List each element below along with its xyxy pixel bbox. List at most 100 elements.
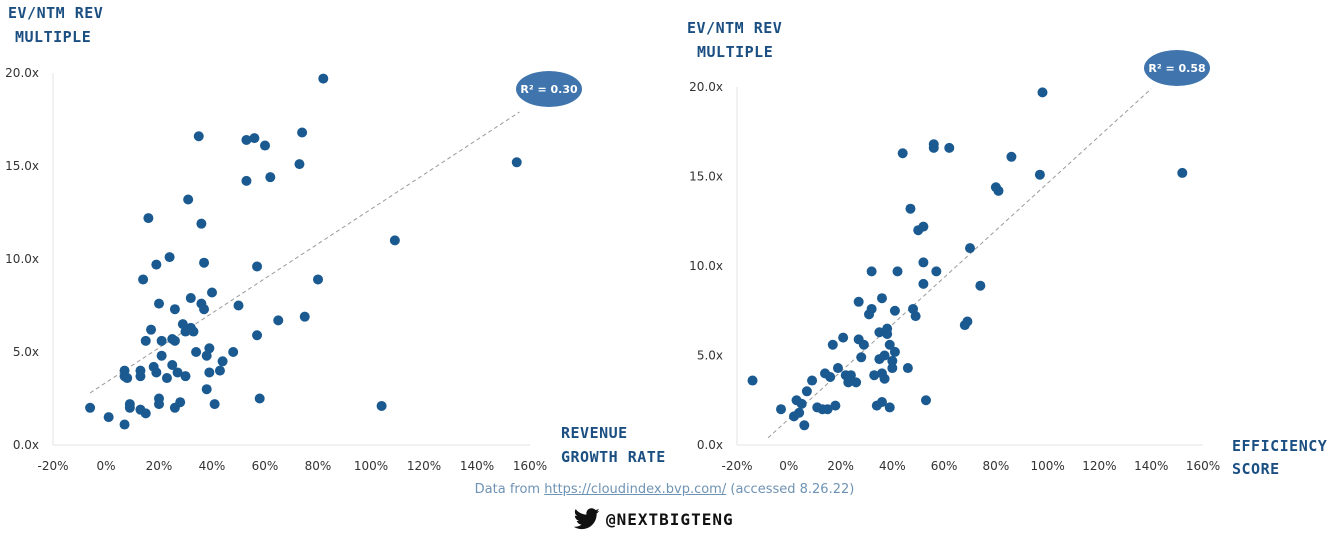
data-point	[965, 243, 975, 254]
data-point	[180, 371, 191, 382]
x-tick-label: 100%	[354, 459, 388, 473]
data-point	[204, 367, 215, 378]
data-point	[801, 386, 812, 397]
data-point	[799, 420, 810, 431]
data-point	[822, 404, 833, 415]
source-suffix: (accessed 8.26.22)	[730, 482, 855, 497]
data-point	[201, 384, 212, 395]
data-point	[146, 324, 157, 335]
data-point	[869, 370, 880, 381]
data-point	[889, 305, 900, 316]
growth-scatter-chart: EV/NTM REV MULTIPLE REVENUE GROWTH RATE …	[5, 4, 665, 473]
trendline	[767, 88, 1152, 439]
x-tick-label: -20%	[37, 459, 68, 473]
data-point	[299, 311, 310, 322]
data-point	[1006, 151, 1017, 162]
data-point	[918, 257, 929, 268]
source-note: Data from https://cloudindex.bvp.com/ (a…	[0, 482, 1329, 497]
r-squared-bubble	[1144, 50, 1210, 86]
data-point	[910, 311, 921, 322]
data-point	[830, 400, 841, 411]
data-point	[140, 335, 151, 346]
x-tick-label: 0%	[779, 459, 798, 473]
x-axis-title-line-2: SCORE	[1232, 460, 1280, 478]
data-point	[228, 347, 239, 357]
x-tick-label: 160%	[1186, 459, 1220, 473]
r-squared-bubble	[516, 71, 582, 107]
data-point	[794, 407, 805, 418]
data-point	[164, 252, 175, 263]
data-point	[119, 419, 130, 430]
data-point	[199, 304, 210, 315]
data-point	[233, 300, 244, 311]
data-point	[905, 203, 916, 214]
data-point	[853, 296, 864, 307]
data-point	[241, 134, 252, 145]
x-tick-label: 40%	[879, 459, 906, 473]
data-point	[151, 259, 162, 270]
data-point	[858, 339, 869, 350]
y-tick-label: 0.0x	[13, 438, 39, 452]
data-point	[838, 332, 849, 343]
y-tick-label: 5.0x	[13, 345, 39, 359]
data-point	[254, 393, 265, 404]
source-link[interactable]: https://cloudindex.bvp.com/	[544, 482, 727, 497]
trendline	[89, 111, 520, 394]
data-point	[856, 352, 867, 363]
handle-text: @NEXTBIGTENG	[606, 509, 734, 529]
data-point	[199, 257, 210, 268]
data-point	[866, 266, 877, 277]
x-tick-label: 80%	[983, 459, 1010, 473]
data-point	[143, 213, 154, 224]
data-point	[135, 371, 146, 382]
data-point	[175, 397, 186, 408]
data-point	[1177, 167, 1188, 178]
data-point	[796, 398, 807, 409]
x-tick-label: 20%	[146, 459, 173, 473]
data-point	[169, 304, 180, 315]
data-point	[207, 287, 217, 298]
data-point	[151, 367, 162, 378]
x-axis-title-line-1: REVENUE	[561, 424, 628, 442]
data-point	[879, 350, 890, 361]
data-point	[825, 371, 836, 382]
y-axis-title-line-2: MULTIPLE	[697, 43, 773, 61]
data-point	[876, 397, 887, 408]
data-point	[892, 266, 903, 277]
data-point	[124, 402, 135, 413]
data-point	[832, 363, 843, 374]
y-axis-title-line-1: EV/NTM REV	[8, 4, 103, 22]
data-point	[204, 343, 215, 354]
data-point	[887, 355, 898, 366]
data-point	[191, 347, 202, 357]
y-tick-label: 0.0x	[697, 438, 723, 452]
data-point	[807, 375, 818, 386]
y-tick-label: 5.0x	[697, 349, 723, 363]
twitter-handle[interactable]: @NEXTBIGTENG	[574, 506, 734, 532]
data-point	[185, 293, 196, 304]
y-axis-title-line-1: EV/NTM REV	[687, 19, 782, 37]
data-point	[975, 280, 986, 291]
data-point	[747, 375, 758, 386]
data-point	[887, 363, 898, 374]
data-point	[252, 261, 263, 272]
data-point	[214, 365, 225, 376]
data-point	[193, 131, 204, 142]
y-tick-label: 15.0x	[689, 170, 723, 184]
data-point	[169, 335, 180, 346]
data-point	[183, 194, 194, 205]
x-tick-label: 100%	[1031, 459, 1065, 473]
data-point	[188, 326, 199, 337]
x-tick-label: 0%	[96, 459, 115, 473]
data-point	[902, 363, 913, 374]
data-point	[122, 373, 133, 384]
x-tick-label: 140%	[460, 459, 494, 473]
data-point	[167, 360, 178, 371]
data-point	[962, 316, 973, 327]
data-point	[918, 278, 929, 289]
data-point	[156, 335, 167, 346]
data-point	[511, 157, 522, 168]
r-squared-label: R² = 0.58	[1148, 62, 1205, 75]
data-point	[874, 327, 885, 338]
